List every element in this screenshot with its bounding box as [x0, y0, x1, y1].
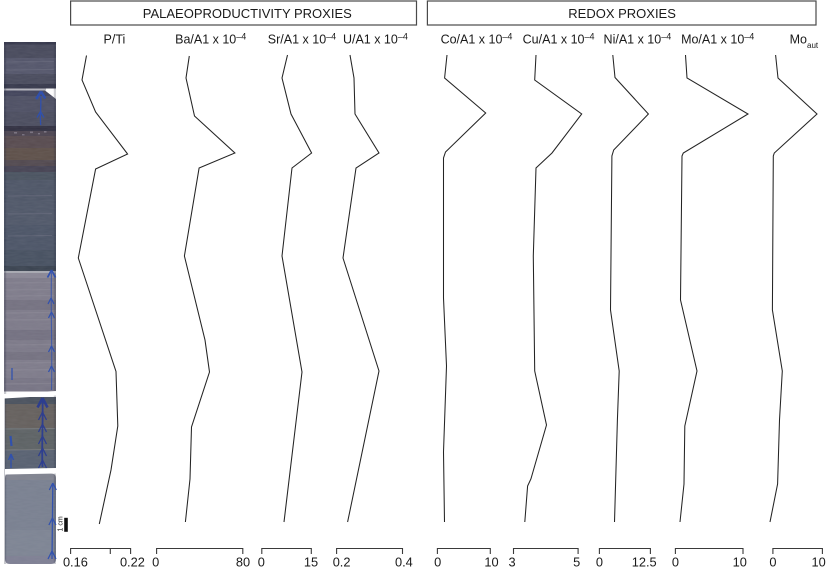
svg-text:PALAEOPRODUCTIVITY PROXIES: PALAEOPRODUCTIVITY PROXIES	[143, 6, 352, 21]
svg-text:10: 10	[733, 555, 747, 568]
svg-text:Ni/A1 x 10–4: Ni/A1 x 10–4	[604, 32, 672, 47]
svg-text:0.4: 0.4	[395, 555, 413, 568]
svg-text:REDOX PROXIES: REDOX PROXIES	[568, 6, 676, 21]
svg-text:15: 15	[304, 555, 318, 568]
svg-text:0.2: 0.2	[333, 555, 351, 568]
svg-text:0: 0	[258, 555, 265, 568]
svg-text:12.5: 12.5	[632, 555, 657, 568]
svg-text:1 cm: 1 cm	[58, 516, 65, 531]
svg-text:Mo/A1 x 10–4: Mo/A1 x 10–4	[681, 32, 754, 47]
svg-text:0: 0	[769, 555, 776, 568]
svg-text:0: 0	[152, 555, 159, 568]
svg-text:P/Ti: P/Ti	[104, 33, 126, 47]
svg-text:80: 80	[236, 555, 250, 568]
svg-text:10: 10	[484, 555, 498, 568]
svg-text:0.22: 0.22	[120, 555, 145, 568]
svg-text:10: 10	[811, 555, 825, 568]
svg-text:3: 3	[509, 555, 516, 568]
svg-text:Co/A1 x 10–4: Co/A1 x 10–4	[441, 32, 513, 47]
svg-text:0: 0	[672, 555, 679, 568]
svg-text:0: 0	[434, 555, 441, 568]
svg-text:Sr/A1 x 10–4: Sr/A1 x 10–4	[268, 32, 336, 47]
svg-text:Ba/A1 x 10–4: Ba/A1 x 10–4	[175, 32, 246, 47]
svg-text:U/A1 x 10–4: U/A1 x 10–4	[343, 32, 408, 47]
svg-text:Cu/A1 x 10–4: Cu/A1 x 10–4	[523, 32, 595, 47]
svg-text:0.16: 0.16	[63, 555, 88, 568]
svg-text:5: 5	[573, 555, 580, 568]
svg-text:0: 0	[596, 555, 603, 568]
